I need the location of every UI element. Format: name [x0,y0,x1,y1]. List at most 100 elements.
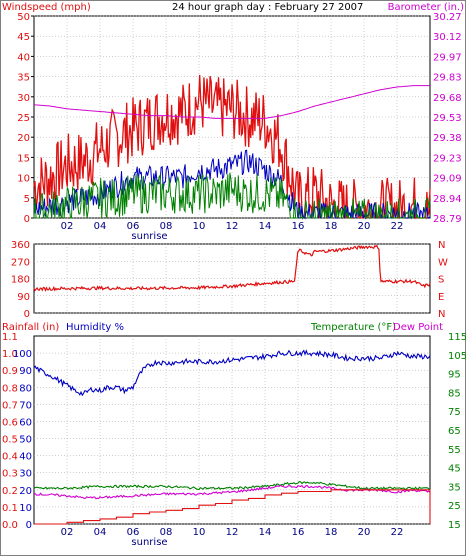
barometer-y-tick-label: 29.68 [433,93,462,104]
climate-x-tick-label: 20 [358,527,371,538]
wind-y-tick-label: 30 [17,93,30,104]
barometer-y-tick-label: 29.83 [433,73,462,84]
humidity-y-tick-label: 60 [19,417,32,428]
rain-y-tick-label: 0.2 [2,486,18,497]
rain-y-tick-label: 0.6 [2,417,18,428]
wind-series-speed [33,172,431,220]
barometer-axis-label: Barometer (in.) [388,2,464,13]
graph-title: 24 hour graph day : February 27 2007 [172,2,363,13]
wind-x-tick-label: 20 [358,221,371,232]
rain-y-tick-label: 1.0 [2,349,18,360]
climate-series-humidity [33,349,431,397]
climate-x-tick-label: 18 [325,527,338,538]
humidity-y-tick-label: 10 [19,503,32,514]
climate-x-tick-label: 12 [226,527,239,538]
barometer-y-tick-label: 29.23 [433,153,462,164]
humidity-y-tick-label: 50 [19,435,32,446]
barometer-y-tick-label: 30.12 [433,32,462,43]
climate-x-tick-label: 14 [259,527,272,538]
temperature-y-tick-label: 55 [448,445,461,456]
barometer-y-tick-label: 29.97 [433,52,462,63]
humidity-y-tick-label: 0 [26,520,32,531]
panels: 0 5 10 15 20 25 30 35 40 45 50 28.79 28.94 29.09 29.23… [2,12,466,548]
wind-x-tick-label: 12 [226,221,239,232]
temperature-y-tick-label: 45 [448,464,461,475]
rain-y-tick-label: 1.1 [2,332,18,343]
direction-compass-label: S [438,275,444,286]
barometer-y-tick-label: 29.53 [433,113,462,124]
barometer-y-tick-label: 29.38 [433,133,462,144]
wind-y-tick-label: 25 [17,113,30,124]
wind-y-tick-label: 35 [17,73,30,84]
wind-y-tick-label: 20 [17,133,30,144]
temperature-y-tick-label: 65 [448,426,461,437]
wind-x-tick-label: 22 [391,221,404,232]
barometer-y-tick-label: 29.09 [433,174,462,185]
wind-y-tick-label: 0 [24,214,30,225]
wind-y-tick-label: 15 [17,153,30,164]
wind-x-tick-label: 06 [127,221,140,232]
humidity-y-tick-label: 30 [19,469,32,480]
rain-y-tick-label: 0.7 [2,400,18,411]
climate-x-tick-label: 02 [61,527,74,538]
wind-series-gust [33,74,431,220]
temperature-y-tick-label: 115 [448,332,466,343]
windspeed-axis-label: Windspeed (mph) [2,2,91,13]
direction-compass-label: W [438,257,448,268]
humidity-y-tick-label: 40 [19,452,32,463]
rainfall-axis-label: Rainfall (in) [2,322,59,333]
climate-x-tick-label: 10 [193,527,206,538]
wind-y-tick-label: 10 [17,174,30,185]
barometer-y-tick-label: 28.79 [433,214,462,225]
temperature-y-tick-label: 105 [448,351,466,362]
wind-x-tick-label: 18 [325,221,338,232]
direction-y-tick-label: 90 [17,292,30,303]
wind-x-tick-label: 10 [193,221,206,232]
temperature-y-tick-label: 95 [448,370,461,381]
humidity-y-tick-label: 100 [13,349,32,360]
direction-y-tick-label: 360 [11,240,30,251]
rain-y-tick-label: 0.8 [2,383,18,394]
rain-y-tick-label: 0.3 [2,469,18,480]
wind-x-tick-label: 08 [160,221,173,232]
humidity-y-tick-label: 80 [19,383,32,394]
rain-y-tick-label: 0.4 [2,452,18,463]
wind-x-tick-label: 14 [259,221,272,232]
climate-series-temperature [33,480,431,491]
humidity-axis-label: Humidity % [66,322,124,333]
wind-y-tick-label: 45 [17,32,30,43]
temperature-y-tick-label: 25 [448,501,461,512]
wind-sunrise-label: sunrise [131,231,167,242]
direction-compass-label: E [438,292,444,303]
wind-y-tick-label: 50 [17,12,30,23]
humidity-y-tick-label: 20 [19,486,32,497]
direction-y-tick-label: 0 [24,309,30,320]
temperature-axis-label: Temperature (°F) [310,322,396,333]
wind-y-tick-label: 40 [17,52,30,63]
barometer-y-tick-label: 28.94 [433,194,462,205]
climate-series-rain [34,489,431,525]
rain-y-tick-label: 0.1 [2,503,18,514]
rain-y-tick-label: 0.0 [2,520,18,531]
wind-series-barometer [33,85,430,119]
direction-y-tick-label: 270 [11,257,30,268]
climate-x-tick-label: 06 [127,527,140,538]
climate-x-tick-label: 04 [94,527,107,538]
direction-y-tick-label: 180 [11,275,30,286]
humidity-y-tick-label: 90 [19,366,32,377]
direction-series [33,244,431,293]
wind-x-tick-label: 04 [94,221,107,232]
barometer-y-tick-label: 30.27 [433,12,462,23]
climate-x-tick-label: 08 [160,527,173,538]
climate-panel: 0.0 0.1 0.2 0.3 0.4 0.5 0.6 0.7 0.8 0.9 1.0 1.1 0 10 2… [2,332,466,548]
direction-compass-label: N [438,309,445,320]
humidity-y-tick-label: 70 [19,400,32,411]
temperature-y-tick-label: 85 [448,388,461,399]
climate-x-tick-label: 16 [292,527,305,538]
wind-x-tick-label: 16 [292,221,305,232]
wind-x-tick-label: 02 [61,221,74,232]
direction-compass-label: N [438,240,445,251]
